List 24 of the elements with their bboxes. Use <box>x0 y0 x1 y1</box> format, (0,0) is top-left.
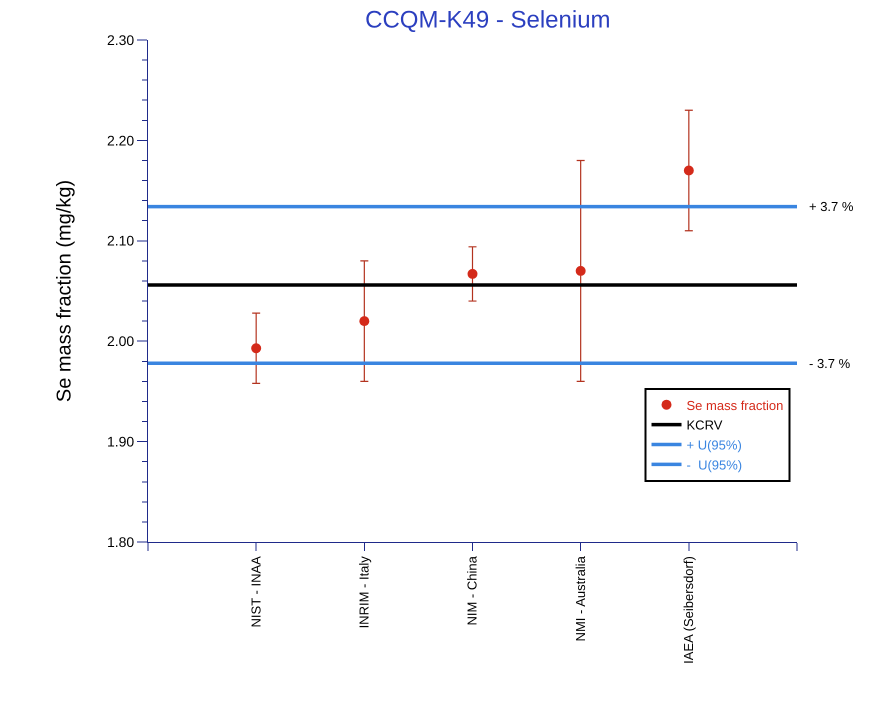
legend-label: - U(95%) <box>686 457 742 472</box>
y-tick-label: 1.80 <box>106 534 134 550</box>
chart-title: CCQM-K49 - Selenium <box>365 6 611 34</box>
x-tick-label: IAEA (Seibersdorf) <box>681 556 696 664</box>
x-tick-label: NIST - INAA <box>248 556 264 628</box>
legend-label: KCRV <box>686 418 723 433</box>
x-tick-label: INRIM - Italy <box>356 556 372 628</box>
text: + 3.7 % <box>809 199 854 214</box>
legend-label: + U(95%) <box>686 438 742 453</box>
y-axis-title: Se mass fraction (mg/kg) <box>53 180 76 402</box>
point <box>684 166 694 176</box>
x-tick-label: NIM - China <box>464 555 480 626</box>
y-tick-label: 1.90 <box>106 434 134 450</box>
text: - 3.7 % <box>809 356 851 371</box>
x-tick-label: NMI - Australia <box>572 555 588 642</box>
point <box>251 343 262 354</box>
y-tick-label: 2.30 <box>106 32 134 48</box>
y-tick-label: 2.20 <box>106 132 134 148</box>
point <box>468 268 478 279</box>
y-tick-label: 2.00 <box>106 333 134 350</box>
point <box>359 316 370 326</box>
point <box>576 266 586 276</box>
legend-label: Se mass fraction <box>686 398 784 413</box>
y-tick-label: 2.10 <box>106 232 134 249</box>
